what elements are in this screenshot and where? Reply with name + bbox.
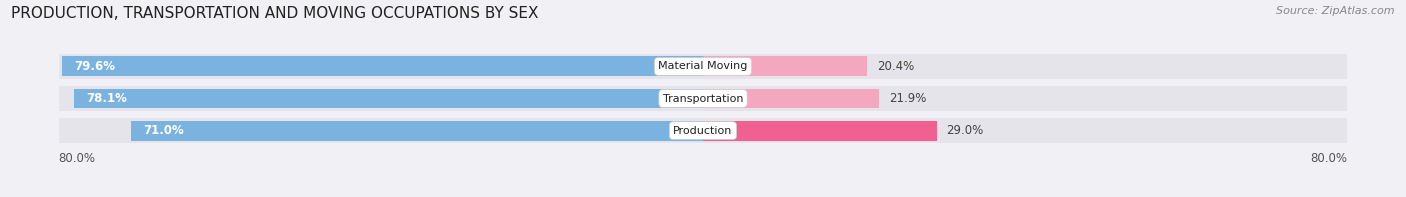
Bar [75, 89, 703, 108]
Text: 80.0%: 80.0% [1310, 152, 1347, 165]
Bar [62, 57, 703, 76]
Bar [703, 54, 1347, 79]
Text: 29.0%: 29.0% [946, 124, 984, 137]
Text: Material Moving: Material Moving [658, 61, 748, 72]
Text: Production: Production [673, 125, 733, 136]
Text: Transportation: Transportation [662, 94, 744, 103]
Text: 71.0%: 71.0% [143, 124, 184, 137]
Bar [131, 121, 703, 140]
Bar [59, 86, 703, 111]
Text: 20.4%: 20.4% [877, 60, 914, 73]
Bar [703, 86, 1347, 111]
Bar [703, 118, 1347, 143]
Bar [59, 54, 703, 79]
Bar [703, 89, 879, 108]
Bar [703, 57, 868, 76]
Bar [59, 118, 703, 143]
Text: 79.6%: 79.6% [75, 60, 115, 73]
Text: 78.1%: 78.1% [86, 92, 127, 105]
Text: 21.9%: 21.9% [889, 92, 927, 105]
Text: PRODUCTION, TRANSPORTATION AND MOVING OCCUPATIONS BY SEX: PRODUCTION, TRANSPORTATION AND MOVING OC… [11, 6, 538, 21]
Text: 80.0%: 80.0% [59, 152, 96, 165]
Bar [703, 121, 936, 140]
Text: Source: ZipAtlas.com: Source: ZipAtlas.com [1277, 6, 1395, 16]
